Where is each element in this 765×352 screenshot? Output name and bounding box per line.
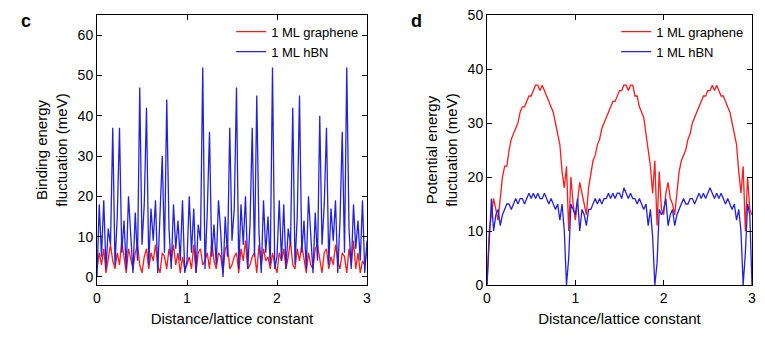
svg-text:1: 1 [571,290,579,306]
svg-text:10: 10 [78,229,94,245]
svg-text:50: 50 [78,67,94,83]
svg-text:0: 0 [93,290,101,306]
svg-text:0: 0 [483,290,491,306]
svg-text:20: 20 [468,169,484,185]
svg-text:3: 3 [363,290,371,306]
svg-text:2: 2 [273,290,281,306]
svg-text:Potential energyfluctuation (m: Potential energyfluctuation (meV) [423,93,460,206]
svg-text:1: 1 [183,290,191,306]
svg-text:3: 3 [748,290,756,306]
svg-text:Distance/lattice constant: Distance/lattice constant [538,310,701,327]
svg-text:40: 40 [78,108,94,124]
svg-text:50: 50 [468,7,484,23]
svg-text:30: 30 [468,115,484,131]
svg-text:10: 10 [468,223,484,239]
svg-text:0: 0 [85,269,93,285]
svg-text:1 ML hBN: 1 ML hBN [271,45,328,60]
svg-text:1 ML graphene: 1 ML graphene [271,25,358,40]
svg-text:d: d [411,11,422,31]
svg-text:c: c [21,11,31,31]
svg-text:30: 30 [78,148,94,164]
svg-text:60: 60 [78,27,94,43]
svg-text:0: 0 [475,277,483,293]
svg-text:Distance/lattice constant: Distance/lattice constant [151,310,314,327]
svg-text:20: 20 [78,188,94,204]
svg-text:40: 40 [468,61,484,77]
svg-text:1 ML graphene: 1 ML graphene [656,25,743,40]
svg-text:2: 2 [660,290,668,306]
svg-text:1 ML hBN: 1 ML hBN [656,45,713,60]
svg-text:Binding energyfluctuation (meV: Binding energyfluctuation (meV) [33,93,70,206]
